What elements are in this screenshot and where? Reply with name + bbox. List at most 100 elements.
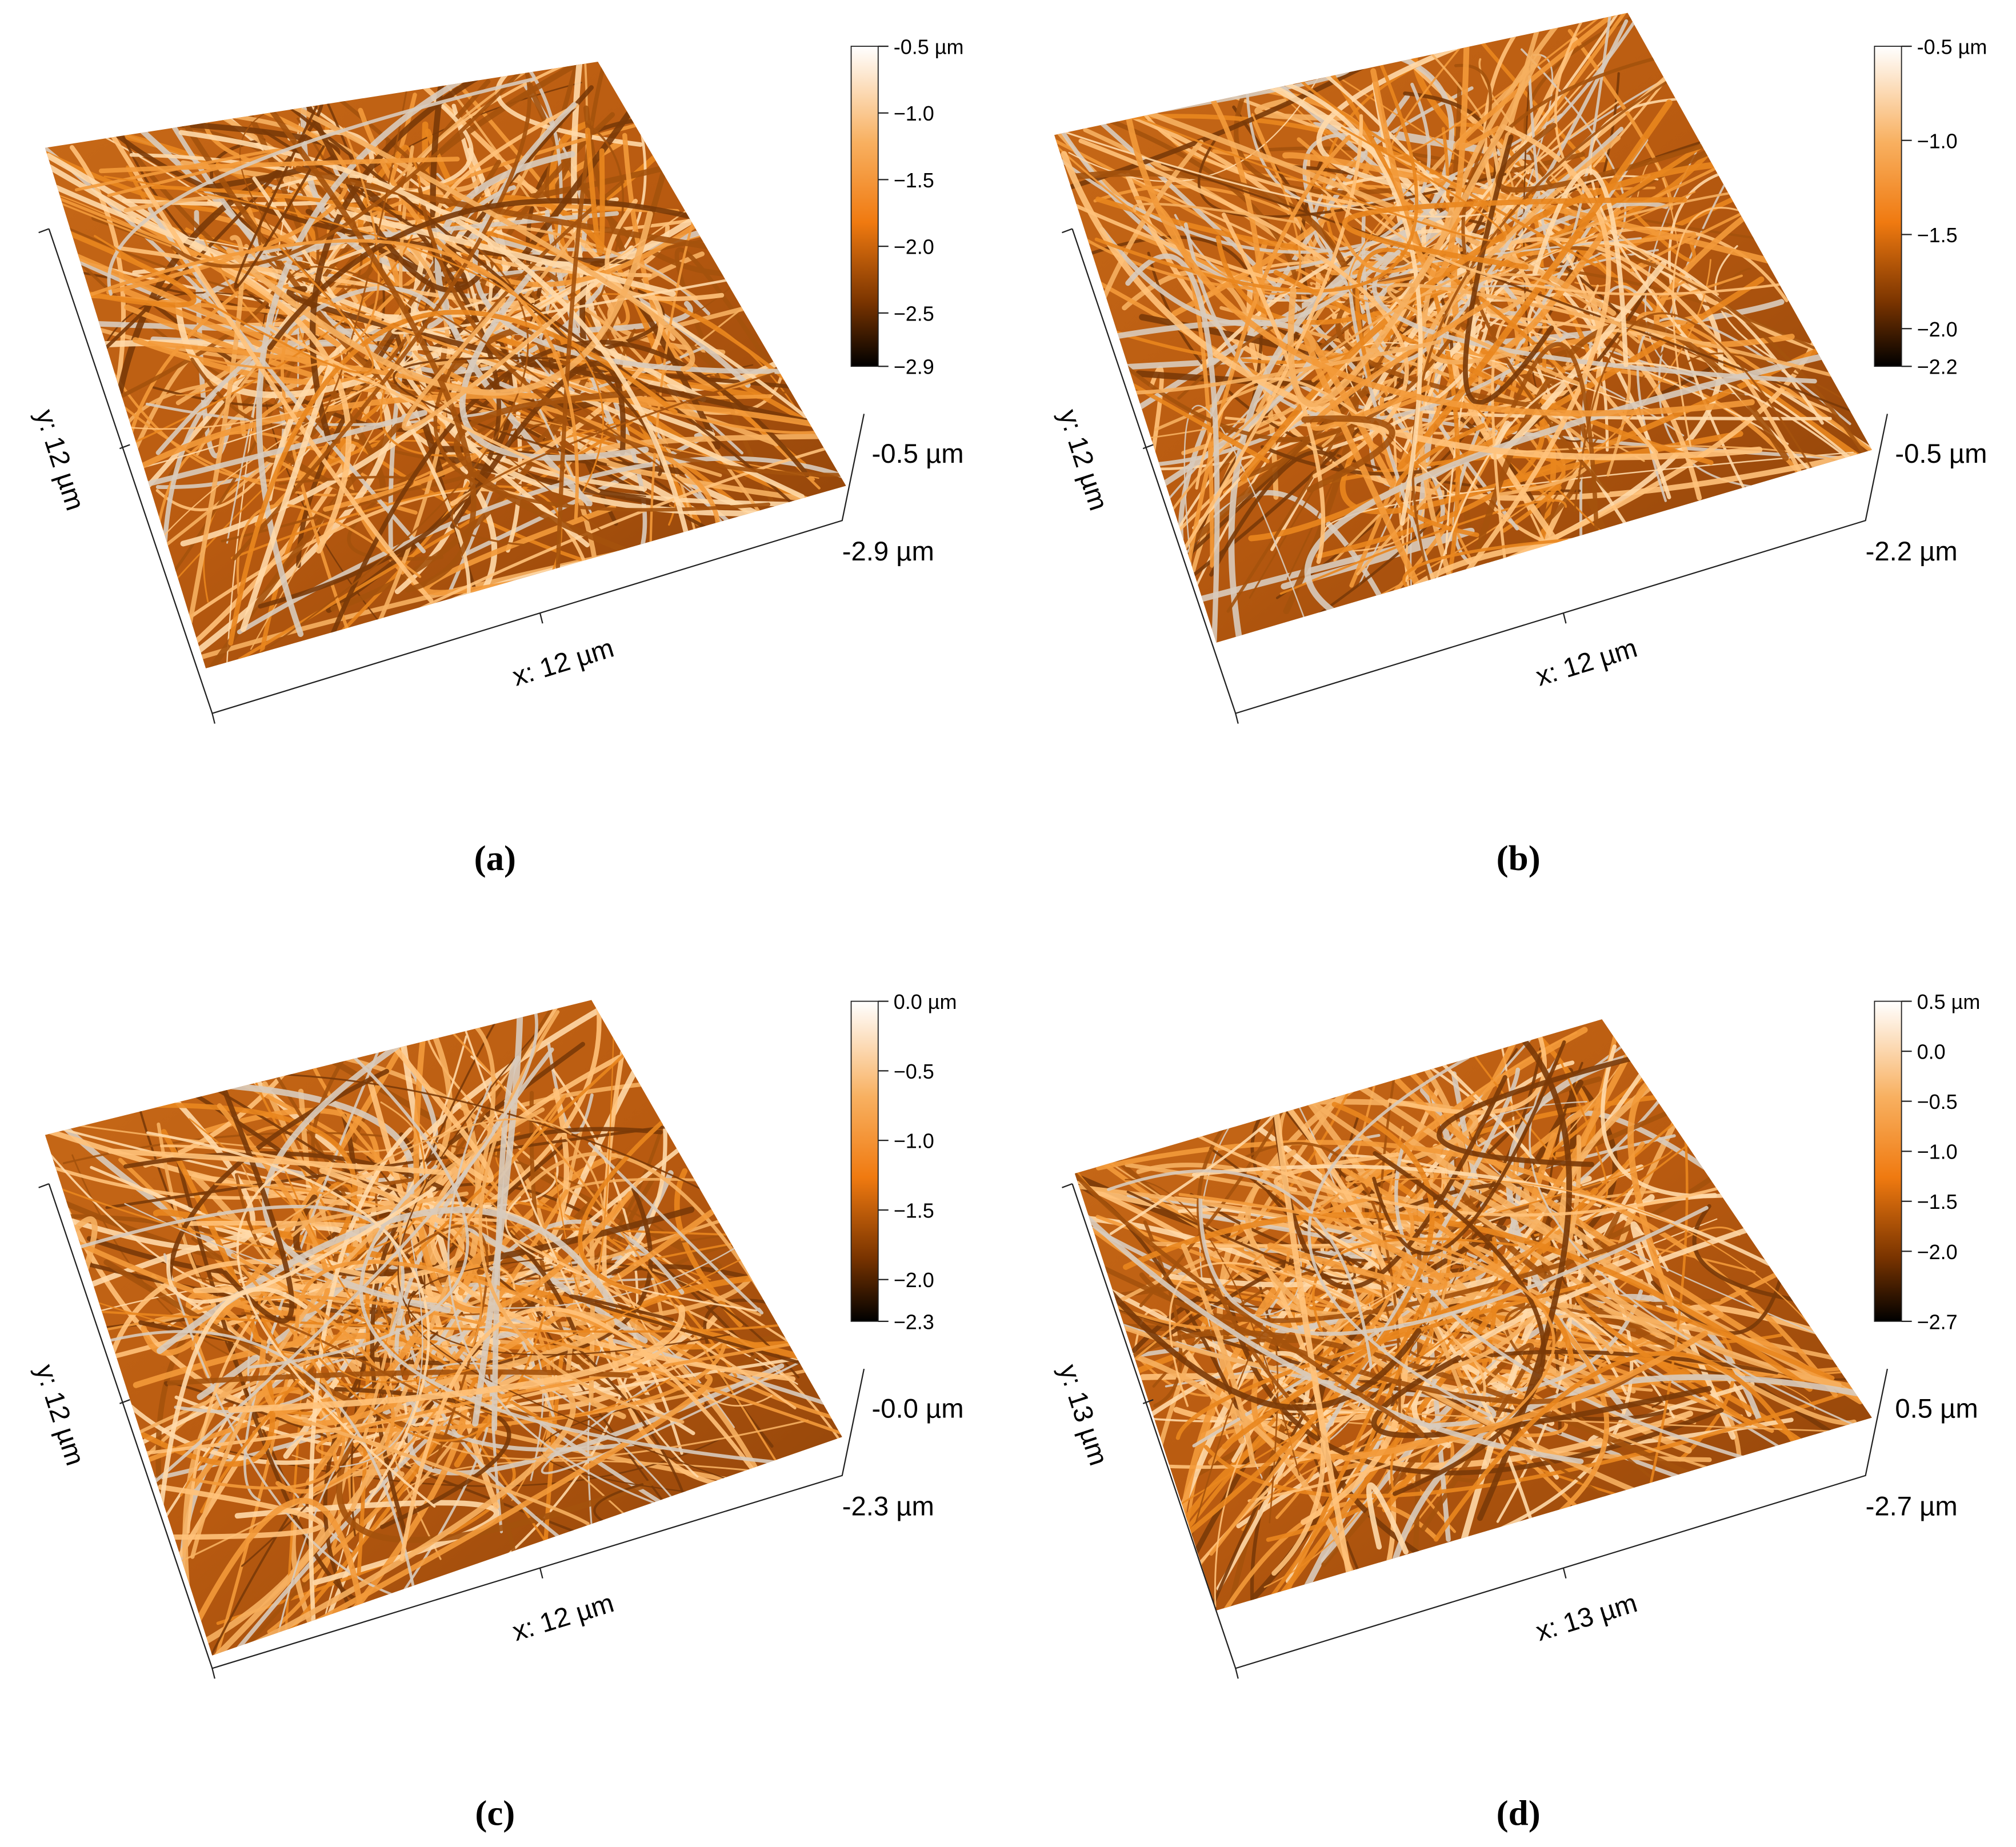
fiber bbox=[1680, 352, 1872, 423]
fiber bbox=[240, 364, 333, 632]
colorbar bbox=[1874, 1000, 1902, 1322]
fiber bbox=[1335, 176, 1802, 296]
fiber bbox=[234, 1118, 572, 1257]
fiber bbox=[226, 211, 653, 396]
colorbar-tick-label: −2.5 bbox=[894, 302, 934, 325]
fiber bbox=[1130, 1031, 1578, 1364]
fiber bbox=[1054, 291, 1481, 441]
colorbar-tick-label: −2.3 bbox=[894, 1310, 934, 1333]
fiber bbox=[269, 108, 477, 593]
fiber bbox=[107, 77, 536, 296]
fiber bbox=[1339, 340, 1835, 515]
fiber bbox=[1370, 13, 1471, 278]
axis-tick bbox=[1062, 1183, 1073, 1188]
panel-label: (c) bbox=[475, 1793, 515, 1833]
fiber bbox=[1209, 450, 1346, 577]
x-axis-label: x: 12 µm bbox=[509, 633, 618, 692]
colorbar-tick-label: −2.0 bbox=[1917, 318, 1958, 341]
axis-frame bbox=[48, 1183, 865, 1669]
fiber bbox=[1255, 1141, 1645, 1278]
colorbar-tick-label: 0.0 bbox=[1917, 1040, 1946, 1064]
fiber bbox=[1287, 53, 1542, 407]
colorbar-tick-label: −2.2 bbox=[1917, 355, 1958, 379]
fibers bbox=[1054, 13, 1872, 643]
colorbar-tick-label: −2.9 bbox=[894, 355, 934, 379]
fiber bbox=[124, 1203, 744, 1309]
axis-tick bbox=[38, 228, 50, 234]
fiber bbox=[1094, 45, 1419, 293]
y-axis-label: y: 12 µm bbox=[30, 1361, 91, 1469]
axis-tick bbox=[38, 1183, 50, 1188]
axis-tick bbox=[539, 1568, 543, 1579]
fiber bbox=[1095, 1215, 1568, 1437]
fiber bbox=[231, 1253, 395, 1459]
fiber bbox=[221, 265, 351, 554]
fiber bbox=[190, 1107, 545, 1559]
fiber bbox=[1183, 222, 1569, 422]
fiber bbox=[1629, 207, 1752, 272]
fiber bbox=[179, 121, 341, 191]
fiber bbox=[1342, 197, 1687, 270]
fiber bbox=[117, 1000, 538, 1515]
fiber bbox=[402, 298, 559, 431]
panel: y: 12 µm x: 12 µm -0.5 µm -2.2 µm (b) -0.5 µm… bbox=[1053, 13, 1987, 878]
fiber bbox=[70, 1103, 357, 1255]
fiber bbox=[219, 236, 529, 668]
fiber bbox=[1372, 1040, 1566, 1256]
fiber bbox=[1279, 499, 1567, 595]
fiber bbox=[1118, 72, 1755, 416]
fiber bbox=[166, 1187, 437, 1304]
fiber bbox=[1273, 270, 1714, 466]
fiber bbox=[454, 389, 657, 560]
fiber bbox=[318, 339, 810, 667]
fiber bbox=[1411, 80, 1669, 586]
fiber bbox=[1246, 266, 1858, 501]
colorbar-tick-label: −1.5 bbox=[1917, 223, 1958, 247]
fiber bbox=[1510, 342, 1601, 585]
fiber bbox=[339, 1240, 423, 1468]
fiber bbox=[1341, 1167, 1610, 1529]
fiber bbox=[434, 151, 593, 507]
panel: y: 12 µm x: 12 µm -0.5 µm -2.9 µm (a) -0.5 µm… bbox=[30, 35, 964, 878]
fiber bbox=[1307, 1056, 1491, 1417]
fiber bbox=[567, 1221, 663, 1331]
axis-frame bbox=[1071, 229, 1888, 715]
colorbar-tick-label: −1.0 bbox=[1917, 1140, 1958, 1164]
colorbar-tick-label: −0.5 bbox=[894, 1060, 934, 1083]
fiber bbox=[1371, 1355, 1712, 1439]
fiber bbox=[336, 1400, 654, 1543]
fiber bbox=[63, 1103, 330, 1316]
fiber bbox=[1125, 253, 1220, 643]
fiber bbox=[1312, 122, 1534, 161]
fiber bbox=[1054, 113, 1301, 295]
fiber bbox=[1267, 1231, 1447, 1291]
fiber bbox=[585, 127, 605, 255]
fiber bbox=[1199, 1116, 1270, 1495]
fiber bbox=[413, 1008, 633, 1313]
fiber bbox=[286, 266, 692, 491]
fiber bbox=[178, 130, 690, 538]
fiber bbox=[45, 206, 197, 308]
colorbar-tick-label: 0.5 µm bbox=[1917, 990, 1981, 1013]
fiber bbox=[399, 1307, 764, 1561]
fiber bbox=[157, 1207, 617, 1355]
fiber bbox=[1475, 1101, 1849, 1347]
fiber bbox=[183, 1497, 369, 1646]
fiber bbox=[256, 74, 470, 638]
fiber bbox=[1219, 306, 1594, 497]
fiber bbox=[407, 1258, 766, 1493]
fiber bbox=[122, 1327, 686, 1457]
fibers bbox=[45, 61, 846, 668]
fiber bbox=[1245, 1149, 1650, 1499]
panel-label: (d) bbox=[1497, 1793, 1541, 1833]
fiber bbox=[110, 1259, 510, 1357]
fiber bbox=[1054, 106, 1490, 218]
fiber bbox=[1434, 1351, 1808, 1542]
fiber bbox=[1441, 1280, 1737, 1478]
fiber bbox=[155, 286, 459, 455]
fiber bbox=[1074, 1145, 1584, 1464]
fiber bbox=[1269, 1071, 1352, 1576]
fiber bbox=[98, 157, 460, 174]
fiber bbox=[94, 410, 427, 500]
fiber bbox=[1183, 404, 1309, 630]
